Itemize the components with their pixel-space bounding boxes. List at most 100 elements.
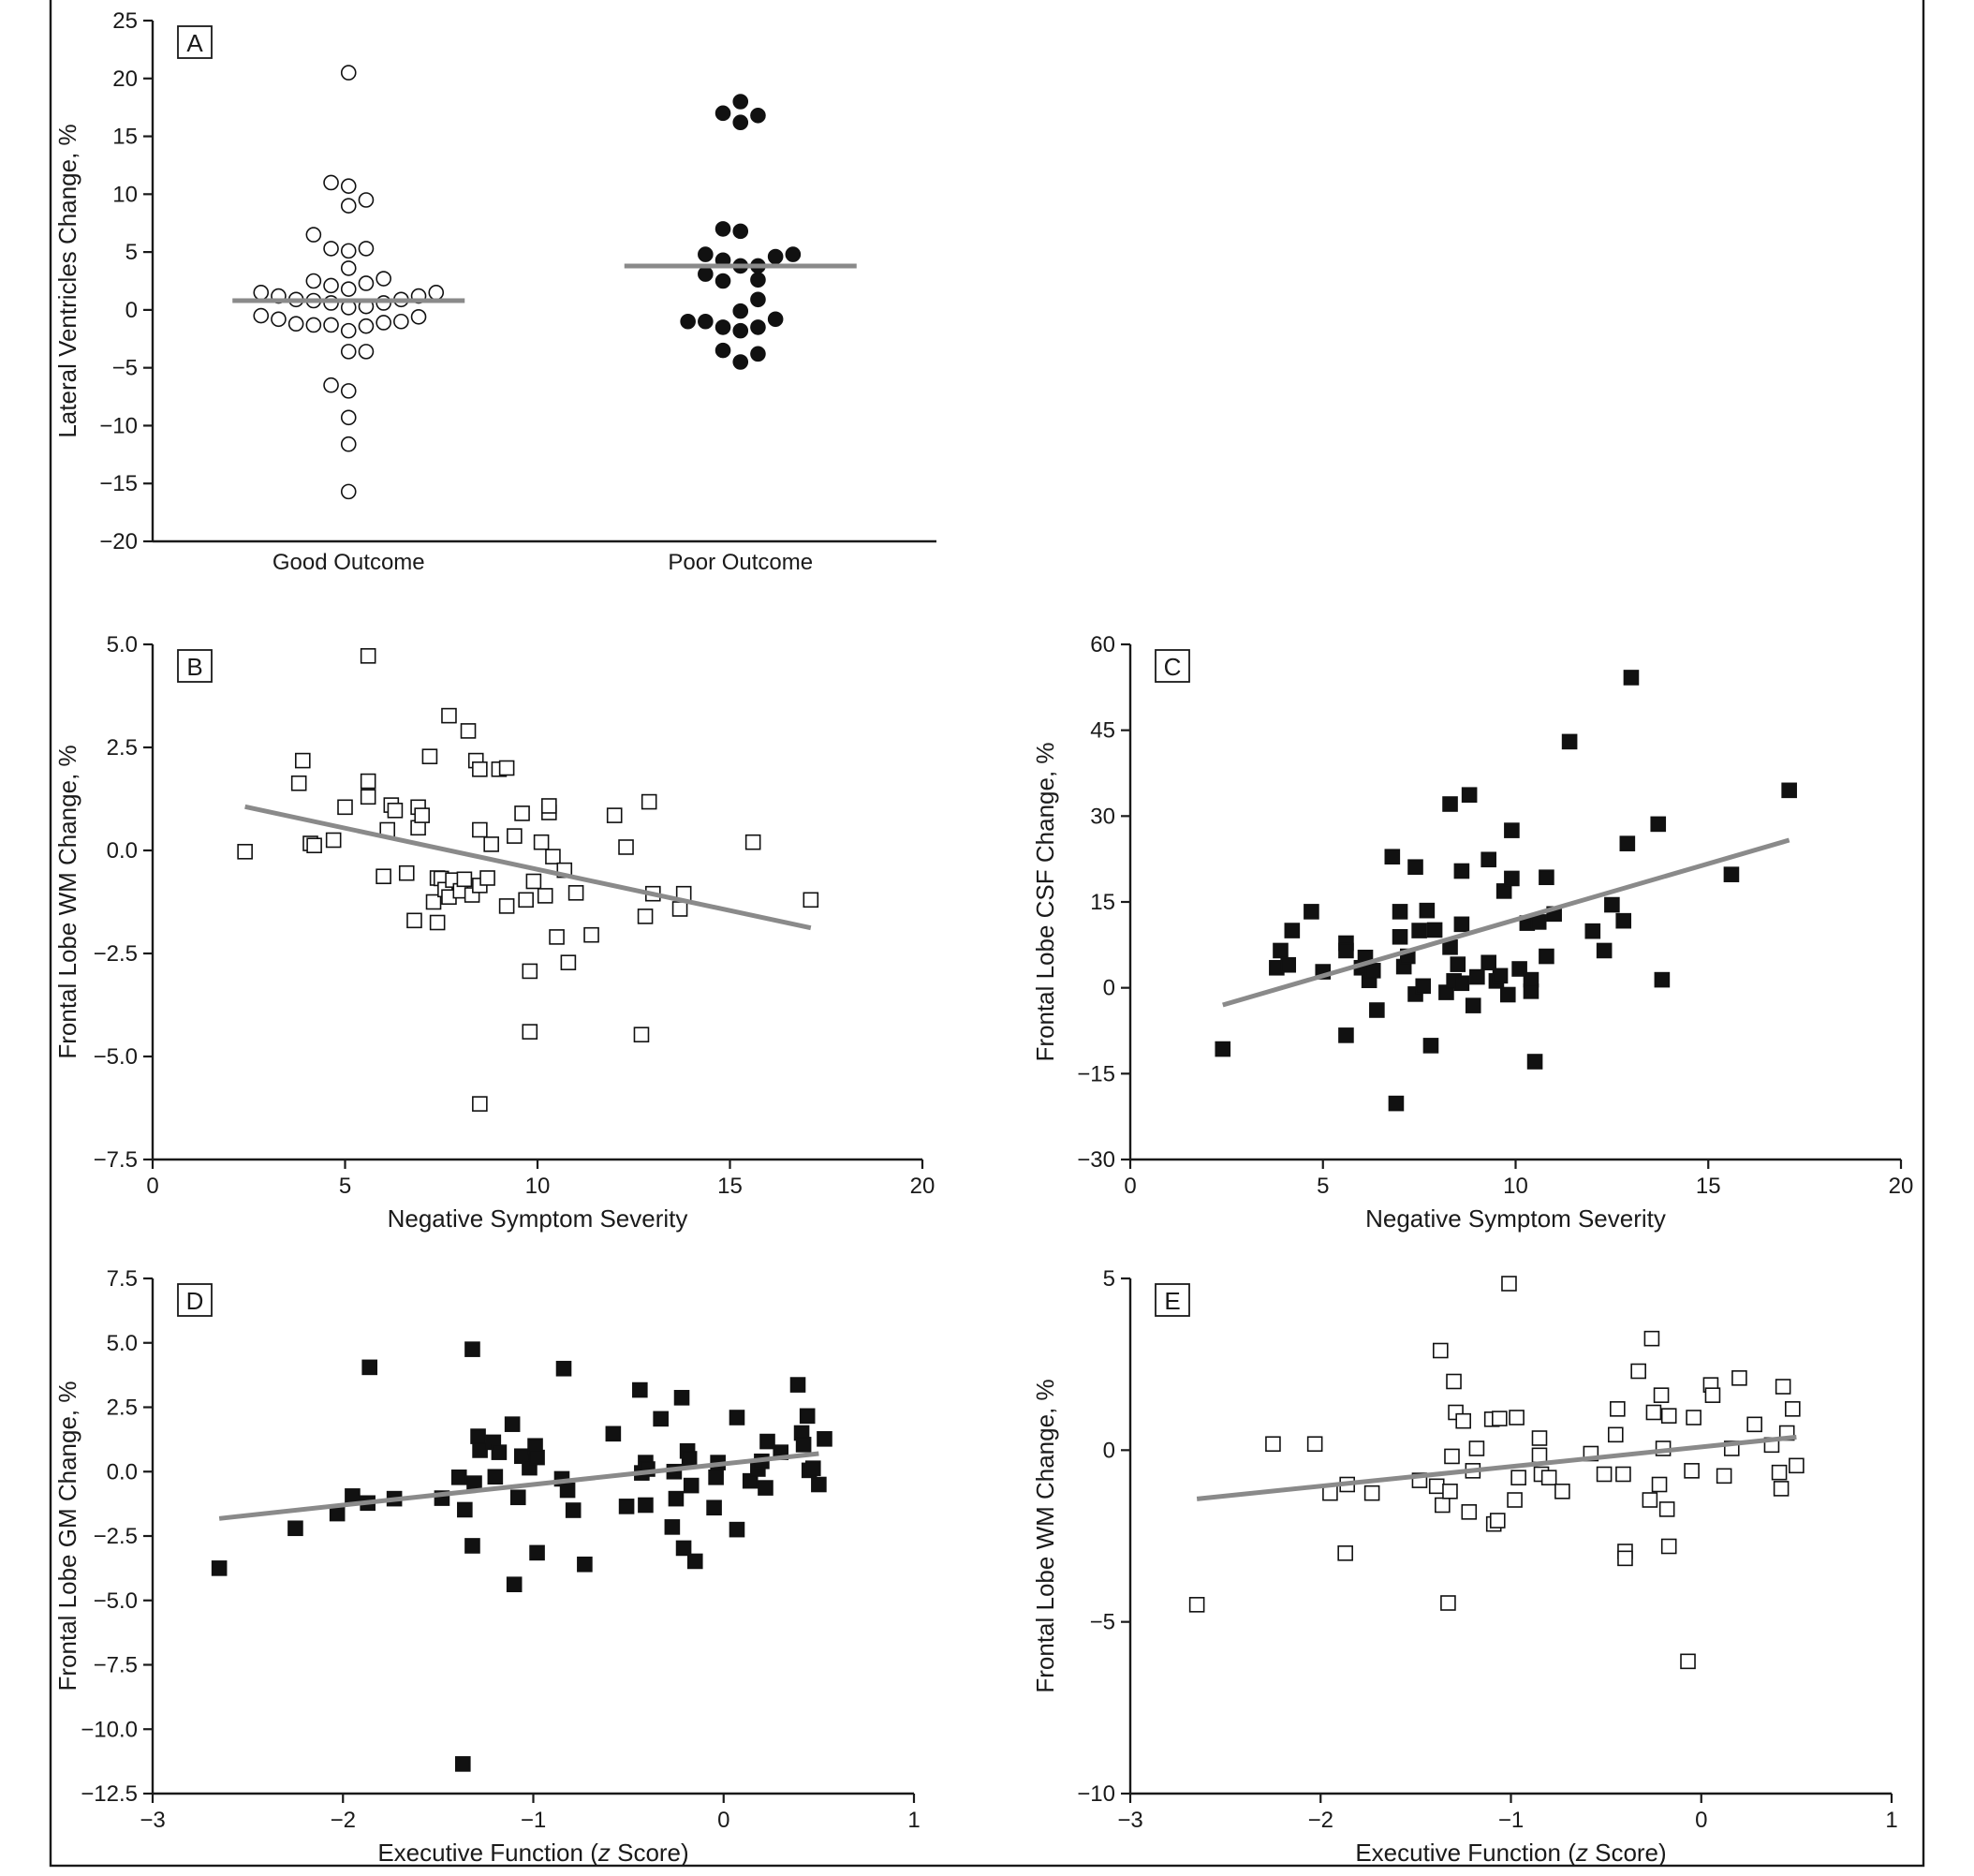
data-point <box>522 1024 538 1040</box>
data-point <box>803 892 819 908</box>
data-point <box>237 844 253 860</box>
data-point <box>323 277 339 294</box>
data-point <box>1526 1054 1543 1070</box>
data-point <box>457 1501 473 1518</box>
data-point <box>744 834 761 850</box>
data-point <box>1432 1342 1449 1359</box>
data-point <box>1504 822 1520 838</box>
data-point <box>789 1377 806 1393</box>
data-point <box>1450 956 1466 972</box>
x-tick-label: 0 <box>1124 1174 1136 1199</box>
data-point <box>1615 912 1632 929</box>
data-point <box>533 834 550 850</box>
data-point <box>323 174 339 191</box>
y-tick-label: 0 <box>125 298 138 323</box>
data-point <box>472 1442 488 1458</box>
y-tick-label: 0.0 <box>107 1459 138 1485</box>
data-point <box>1645 1404 1662 1421</box>
data-point <box>1723 866 1740 882</box>
data-point <box>1680 1653 1696 1670</box>
data-point <box>1501 1276 1517 1292</box>
category-label: Poor Outcome <box>668 550 813 575</box>
data-point <box>1561 733 1578 750</box>
data-point <box>714 319 731 335</box>
data-point <box>1771 1464 1788 1481</box>
data-point <box>323 377 339 393</box>
data-point <box>509 1489 526 1506</box>
y-tick-label: −7.5 <box>94 1147 138 1173</box>
data-point <box>518 892 534 908</box>
data-point <box>714 105 731 122</box>
data-point <box>1440 1595 1456 1611</box>
data-point <box>1446 1373 1462 1390</box>
data-point <box>541 798 557 814</box>
panel-label-box <box>1155 649 1190 683</box>
data-point <box>358 192 375 208</box>
data-point <box>583 926 599 943</box>
data-point <box>1442 1484 1458 1499</box>
data-point <box>514 805 530 821</box>
data-point <box>253 285 270 301</box>
data-point <box>393 313 409 330</box>
data-point <box>406 912 422 929</box>
data-point <box>340 65 357 81</box>
data-point <box>1584 923 1601 939</box>
data-point <box>1617 1550 1633 1567</box>
data-point <box>668 1490 685 1507</box>
data-point <box>290 775 307 791</box>
panel-b: −7.5 −5.0 −2.5 0.0 2.5 5.0 Frontal Lobe WM Cha… <box>53 632 935 1233</box>
data-point <box>759 1433 775 1450</box>
data-point <box>1684 1463 1700 1479</box>
data-point <box>732 303 749 319</box>
data-point <box>767 311 784 328</box>
y-axis-title: Frontal Lobe GM Change, % <box>53 1381 81 1691</box>
data-point <box>1731 1370 1747 1386</box>
data-point <box>1265 1436 1281 1453</box>
data-point <box>360 773 376 790</box>
data-point <box>1510 1470 1526 1485</box>
panel-a: −20 −15 −10 −5 0 5 10 15 20 25 Lateral Ventricles … <box>53 8 936 575</box>
data-point <box>1539 948 1554 965</box>
data-point <box>1426 922 1443 938</box>
x-tick-label: 1 <box>1885 1808 1897 1833</box>
data-point <box>804 1460 821 1476</box>
data-point <box>555 1360 572 1377</box>
data-point <box>1775 1379 1791 1395</box>
data-point <box>456 871 473 888</box>
data-point <box>1492 1411 1508 1426</box>
data-point <box>1492 968 1509 984</box>
data-point <box>1465 997 1481 1013</box>
data-point <box>732 223 749 240</box>
panel-label: E <box>1164 1287 1180 1315</box>
x-axis-title-part: z <box>597 1839 611 1867</box>
x-tick-label: −1 <box>1498 1808 1524 1833</box>
x-axis-title: Executive Function (z Score) <box>1355 1839 1666 1867</box>
data-point <box>1615 1466 1631 1483</box>
data-point <box>750 319 766 335</box>
data-point <box>1188 1597 1205 1613</box>
data-point <box>1415 978 1432 995</box>
data-point <box>785 246 802 262</box>
data-point <box>340 322 357 339</box>
data-point <box>472 821 488 838</box>
data-point <box>1746 1416 1762 1433</box>
data-point <box>1461 787 1478 804</box>
x-tick-label: 20 <box>1889 1174 1914 1199</box>
data-point <box>470 1428 486 1444</box>
data-point <box>253 307 270 324</box>
data-point <box>1453 916 1470 933</box>
x-tick-label: 10 <box>525 1174 551 1199</box>
panel-d: −12.5 −10.0 −7.5 −5.0 −2.5 0.0 2.5 5.0 7.5 Fronta… <box>53 1266 921 1867</box>
data-point <box>340 198 357 214</box>
data-point <box>1442 796 1458 812</box>
data-point <box>358 241 375 257</box>
data-point <box>1643 1330 1660 1347</box>
data-point <box>750 346 766 362</box>
x-axis-title-part: Executive Function ( <box>377 1839 598 1867</box>
x-tick-label: −3 <box>1117 1808 1142 1833</box>
data-point <box>360 648 376 664</box>
data-point <box>211 1560 228 1576</box>
y-tick-label: −2.5 <box>94 941 138 967</box>
y-tick-label: −30 <box>1077 1147 1115 1173</box>
data-point <box>361 1359 378 1376</box>
